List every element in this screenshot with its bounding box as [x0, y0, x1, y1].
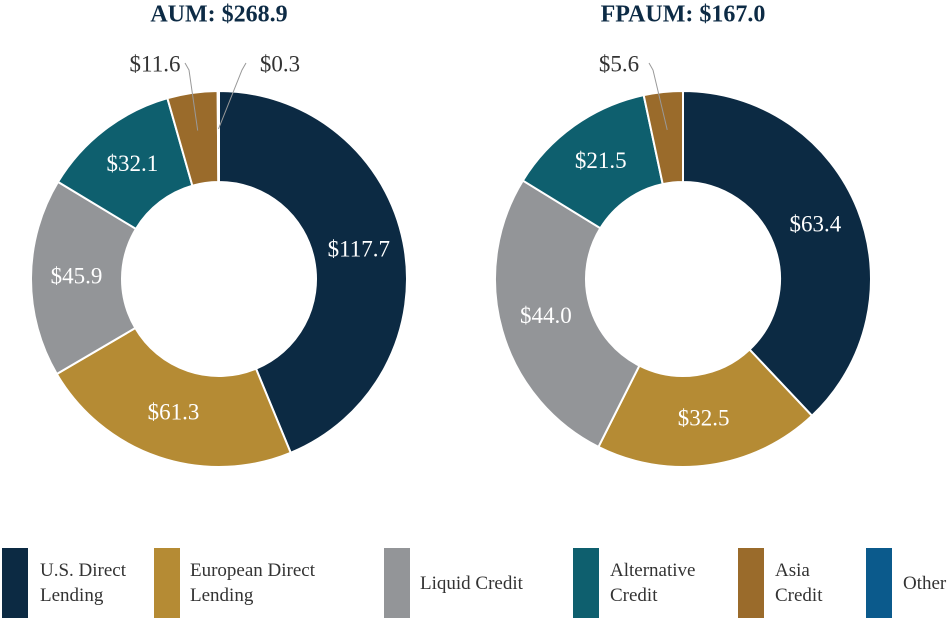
data-label: $21.5	[575, 148, 627, 173]
legend-label: Asia Credit	[775, 560, 823, 606]
legend-swatch	[2, 548, 28, 618]
legend-label: Alternative Credit	[610, 560, 696, 606]
legend-swatch	[573, 548, 599, 618]
slice	[642, 89, 684, 186]
legend-swatch	[154, 548, 180, 618]
legend-label: European Direct Lending	[190, 560, 316, 606]
slice	[55, 326, 293, 468]
leader-line	[184, 62, 199, 131]
data-label: $11.6	[130, 51, 181, 76]
slice	[494, 179, 641, 449]
slice	[597, 348, 814, 468]
data-label: $32.1	[107, 151, 159, 176]
slice	[216, 89, 220, 184]
chart: AUM: $268.9 $117.7 $61.3 $45.9 $32.1 $11.6 $0.…	[30, 2, 872, 468]
legend-swatch	[738, 548, 764, 618]
data-label: $0.3	[260, 51, 300, 76]
data-label: $32.5	[678, 405, 730, 430]
leader-line	[218, 62, 247, 130]
legend-swatch	[866, 548, 892, 618]
data-label: $63.4	[790, 212, 842, 237]
data-label: $45.9	[51, 263, 103, 288]
slice	[30, 180, 138, 376]
chart-title: FPAUM: $167.0	[601, 2, 766, 28]
data-label: $44.0	[520, 303, 572, 328]
legend-label: Liquid Credit	[420, 572, 523, 594]
legend-swatch	[384, 548, 410, 618]
slice	[682, 89, 872, 418]
legend-label: U.S. Direct Lending	[40, 560, 127, 606]
slice	[218, 89, 408, 455]
data-label: $61.3	[148, 399, 200, 424]
data-label: $117.7	[328, 237, 390, 262]
leader-line	[648, 62, 668, 130]
legend-label: Other	[903, 572, 947, 594]
chart-title: AUM: $268.9	[150, 2, 287, 28]
legend: U.S. Direct Lending European Direct Lendi…	[0, 548, 951, 620]
data-label: $5.6	[599, 51, 639, 76]
